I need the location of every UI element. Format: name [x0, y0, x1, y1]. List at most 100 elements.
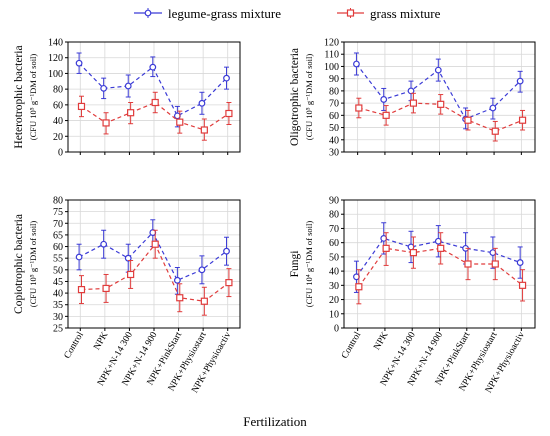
data-point [409, 249, 418, 257]
y-tick-label: 80 [329, 86, 339, 97]
y-tick-label: 70 [329, 99, 339, 110]
data-point [127, 109, 135, 117]
data-point [173, 276, 181, 284]
x-tick-label: Control [340, 330, 363, 360]
y-tick-label: 90 [329, 196, 339, 207]
y-tick-label: 65 [53, 230, 63, 241]
y-tick-label: 35 [53, 300, 63, 311]
data-point [102, 119, 110, 127]
data-point [200, 297, 208, 305]
data-point [464, 260, 472, 268]
x-tick-label: NPK [92, 330, 110, 352]
legend: legume-grass mixture grass mixture [134, 6, 441, 21]
y-tick-label: 30 [53, 312, 63, 323]
data-point [100, 84, 108, 92]
y-tick-label: 30 [329, 148, 339, 159]
y-tick-label: 110 [324, 50, 339, 61]
data-point [409, 99, 418, 107]
data-point [127, 270, 135, 279]
y-tick-label: 100 [48, 69, 63, 80]
y-tick-label: 100 [324, 62, 339, 73]
y-tick-label: 60 [53, 242, 63, 253]
data-point [198, 99, 206, 107]
y-tick-label: 40 [53, 289, 63, 300]
y-tick-label: 0 [334, 324, 339, 335]
data-point [489, 104, 497, 112]
y-axis-sublabel: (CFU 10⁵ g⁻¹DM of soil) [28, 221, 38, 308]
data-point [223, 74, 230, 82]
legend-label-legume-grass: legume-grass mixture [168, 6, 281, 21]
y-tick-label: 40 [53, 116, 63, 127]
x-tick-label: NPK [372, 330, 390, 352]
data-point [382, 111, 390, 119]
y-tick-label: 120 [324, 38, 339, 49]
y-tick-label: 60 [329, 111, 339, 122]
data-point [437, 100, 445, 108]
data-point [75, 253, 83, 261]
y-tick-label: 10 [329, 309, 339, 320]
y-tick-label: 60 [53, 100, 63, 111]
y-tick-label: 80 [53, 196, 63, 207]
panel-heterotrophic: 0 20 40 60 80 100 120 140 Heterotrophic bacteria… [13, 38, 241, 159]
y-tick-label: 20 [329, 295, 339, 306]
legend-item-legume-grass: legume-grass mixture [134, 6, 281, 21]
y-axis-sublabel: (CFU 10⁴ g⁻¹DM of soil) [304, 221, 314, 308]
figure-xlabel: Fertilization [243, 414, 307, 429]
y-axis-sublabel: (CFU 10⁵ g⁻¹DM of soil) [28, 54, 38, 141]
data-point [176, 118, 184, 126]
y-tick-label: 90 [329, 74, 339, 85]
data-point [355, 104, 363, 112]
data-point [149, 63, 157, 71]
y-tick-label: 55 [53, 254, 63, 265]
data-point [223, 247, 230, 255]
data-point [200, 126, 208, 134]
y-axis-sublabel: (CFU 10⁵ g⁻¹DM of soil) [304, 54, 314, 141]
data-point [516, 259, 524, 266]
y-tick-label: 20 [53, 132, 63, 143]
data-point [225, 109, 233, 118]
y-axis-label: Heterotrophic bacteria [13, 45, 25, 148]
x-tick-label: Control [63, 330, 86, 360]
y-tick-label: 80 [53, 85, 63, 96]
y-tick-label: 50 [329, 252, 339, 263]
y-tick-label: 60 [329, 238, 339, 249]
data-point [518, 116, 527, 124]
data-point [77, 286, 86, 294]
y-tick-label: 140 [48, 38, 63, 49]
y-tick-label: 50 [53, 265, 63, 276]
data-point [198, 266, 206, 274]
y-tick-label: 75 [53, 207, 63, 218]
data-point [100, 240, 108, 248]
data-point [437, 244, 445, 252]
y-tick-label: 25 [53, 324, 63, 335]
legend-marker-legume-grass [144, 9, 152, 17]
y-tick-label: 30 [329, 281, 339, 292]
y-axis-label: Copiotrophic bacteria [13, 214, 25, 314]
y-tick-label: 50 [329, 123, 339, 134]
y-tick-label: 80 [329, 210, 339, 221]
legend-marker-grass [346, 9, 355, 17]
data-point [380, 96, 388, 103]
data-point [491, 127, 499, 135]
y-tick-label: 45 [53, 277, 63, 288]
data-point [225, 279, 233, 287]
y-tick-label: 40 [329, 135, 339, 146]
y-tick-label: 70 [53, 219, 63, 230]
data-point [77, 102, 86, 111]
y-tick-label: 120 [48, 53, 63, 64]
data-point [434, 66, 442, 74]
data-point [124, 82, 132, 90]
data-point [355, 283, 363, 291]
data-point [464, 116, 472, 124]
data-point [75, 59, 83, 67]
legend-label-grass: grass mixture [370, 6, 441, 21]
data-point [382, 244, 390, 252]
data-point [518, 281, 527, 289]
data-point [353, 60, 360, 68]
y-tick-label: 0 [58, 148, 63, 159]
data-point [516, 77, 524, 85]
